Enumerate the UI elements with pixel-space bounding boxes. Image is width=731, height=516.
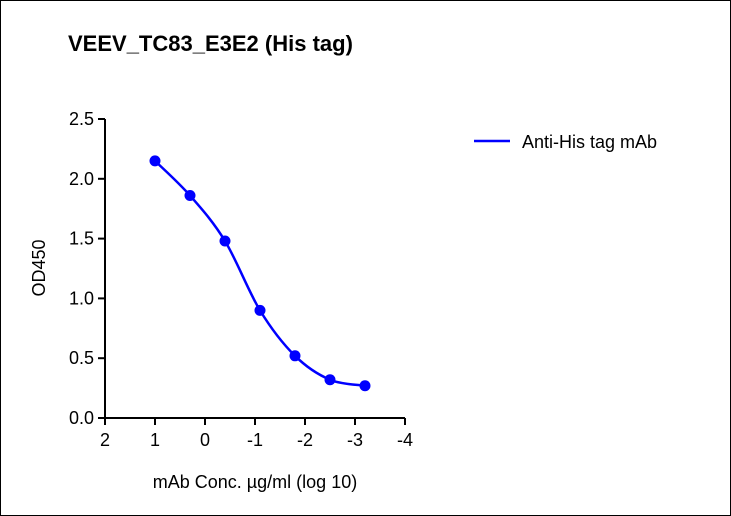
x-tick-label: 2 xyxy=(100,430,110,450)
x-tick-label: -1 xyxy=(247,430,263,450)
data-point xyxy=(254,304,266,316)
x-axis-label: mAb Conc. µg/ml (log 10) xyxy=(153,472,357,492)
chart-title: VEEV_TC83_E3E2 (His tag) xyxy=(68,31,353,56)
data-point xyxy=(219,235,231,247)
y-tick-label: 0.0 xyxy=(69,408,94,428)
legend-label: Anti-His tag mAb xyxy=(522,132,657,152)
data-point xyxy=(149,155,161,167)
x-tick-label: 1 xyxy=(150,430,160,450)
x-tick-label: -2 xyxy=(297,430,313,450)
x-tick-label: -3 xyxy=(347,430,363,450)
data-point xyxy=(324,374,336,386)
y-axis-label: OD450 xyxy=(29,239,49,296)
data-point xyxy=(289,350,301,362)
y-tick-label: 1.5 xyxy=(69,229,94,249)
x-tick-label: 0 xyxy=(200,430,210,450)
y-tick-label: 2.5 xyxy=(69,109,94,129)
y-tick-label: 1.0 xyxy=(69,288,94,308)
legend: Anti-His tag mAb xyxy=(474,132,657,152)
y-tick-label: 2.0 xyxy=(69,169,94,189)
x-tick-label: -4 xyxy=(397,430,413,450)
y-tick-label: 0.5 xyxy=(69,348,94,368)
data-point xyxy=(184,190,196,202)
data-point xyxy=(359,380,371,392)
